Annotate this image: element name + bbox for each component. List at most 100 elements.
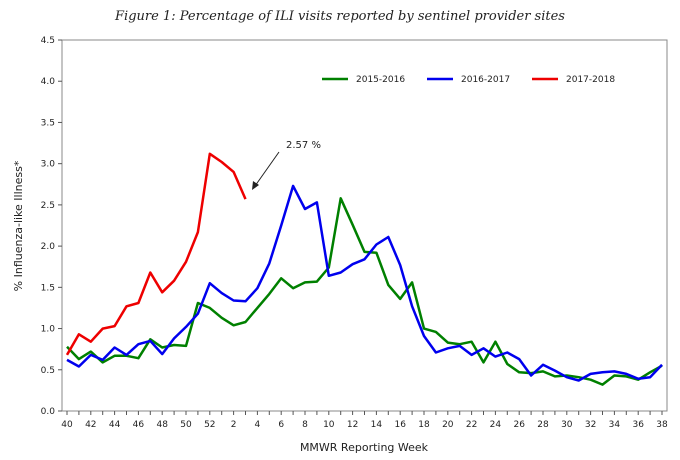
x-tick-label: 18 xyxy=(418,420,430,430)
data-point-2017-2018 xyxy=(185,261,187,263)
data-point-2015-2016 xyxy=(102,361,104,363)
x-tick-label: 52 xyxy=(204,420,215,430)
data-point-2016-2017 xyxy=(506,352,508,354)
data-point-2015-2016 xyxy=(173,344,175,346)
x-axis-label: MMWR Reporting Week xyxy=(300,441,429,454)
data-point-2016-2017 xyxy=(66,359,68,361)
data-point-2016-2017 xyxy=(518,358,520,360)
data-point-2016-2017 xyxy=(280,225,282,227)
y-axis-label: % Influenza-like Illness* xyxy=(12,160,25,291)
data-point-2016-2017 xyxy=(149,340,151,342)
series-line-2016-2017 xyxy=(66,184,663,382)
data-point-2015-2016 xyxy=(625,375,627,377)
y-tick-label: 1.0 xyxy=(41,325,56,335)
data-point-2015-2016 xyxy=(471,341,473,343)
data-point-2016-2017 xyxy=(340,272,342,274)
data-point-2017-2018 xyxy=(149,272,151,274)
data-point-2016-2017 xyxy=(268,262,270,264)
data-point-2015-2016 xyxy=(554,375,556,377)
data-point-2016-2017 xyxy=(554,370,556,372)
x-tick-label: 2 xyxy=(231,420,237,430)
data-point-2015-2016 xyxy=(280,277,282,279)
x-tick-label: 40 xyxy=(61,420,73,430)
legend-label-2015-2016: 2015-2016 xyxy=(356,75,405,85)
data-point-2016-2017 xyxy=(411,305,413,307)
data-point-2016-2017 xyxy=(483,347,485,349)
data-point-2016-2017 xyxy=(399,264,401,266)
x-tick-label: 22 xyxy=(466,420,477,430)
x-tick-label: 20 xyxy=(442,420,454,430)
data-point-2015-2016 xyxy=(375,252,377,254)
data-point-2015-2016 xyxy=(447,342,449,344)
x-tick-label: 46 xyxy=(133,420,145,430)
data-point-2016-2017 xyxy=(328,275,330,277)
data-point-2016-2017 xyxy=(221,292,223,294)
data-point-2016-2017 xyxy=(471,354,473,356)
data-point-2015-2016 xyxy=(90,351,92,353)
data-point-2016-2017 xyxy=(578,380,580,382)
annotation-arrow-shaft xyxy=(254,151,280,187)
data-point-2016-2017 xyxy=(637,378,639,380)
data-point-2017-2018 xyxy=(161,291,163,293)
x-tick-label: 12 xyxy=(347,420,358,430)
data-point-2016-2017 xyxy=(435,352,437,354)
data-point-2016-2017 xyxy=(126,354,128,356)
x-tick-label: 14 xyxy=(371,420,383,430)
data-point-2015-2016 xyxy=(197,302,199,304)
data-point-2015-2016 xyxy=(340,197,342,199)
data-point-2015-2016 xyxy=(209,307,211,309)
y-tick-label: 0.0 xyxy=(41,407,56,417)
data-point-2016-2017 xyxy=(114,347,116,349)
y-tick-label: 0.5 xyxy=(41,366,55,376)
data-point-2017-2018 xyxy=(102,328,104,330)
data-point-2016-2017 xyxy=(256,287,258,289)
data-point-2016-2017 xyxy=(173,337,175,339)
x-tick-label: 28 xyxy=(537,420,549,430)
data-point-2016-2017 xyxy=(530,375,532,377)
data-point-2015-2016 xyxy=(316,281,318,283)
data-point-2017-2018 xyxy=(233,171,235,173)
data-point-2015-2016 xyxy=(292,287,294,289)
plot-frame xyxy=(61,39,668,412)
data-point-2016-2017 xyxy=(566,376,568,378)
x-tick-label: 4 xyxy=(255,420,261,430)
data-point-2016-2017 xyxy=(233,300,235,302)
data-point-2015-2016 xyxy=(137,357,139,359)
legend-label-2016-2017: 2016-2017 xyxy=(461,75,510,85)
data-point-2015-2016 xyxy=(542,370,544,372)
data-point-2015-2016 xyxy=(245,321,247,323)
data-point-2016-2017 xyxy=(590,373,592,375)
data-point-2016-2017 xyxy=(602,371,604,373)
data-point-2016-2017 xyxy=(209,282,211,284)
data-point-2015-2016 xyxy=(304,281,306,283)
x-tick-label: 48 xyxy=(156,420,168,430)
y-tick-label: 2.0 xyxy=(41,242,56,252)
x-tick-label: 34 xyxy=(609,420,621,430)
data-point-2016-2017 xyxy=(364,258,366,260)
x-tick-label: 24 xyxy=(490,420,502,430)
y-axis: 0.0 0.5 1.0 1.5 2.0 2.5 3.0 3.5 4.0 4.5 xyxy=(41,36,62,417)
data-point-2015-2016 xyxy=(221,317,223,319)
data-point-2015-2016 xyxy=(399,298,401,300)
data-point-2016-2017 xyxy=(102,359,104,361)
y-tick-label: 4.5 xyxy=(41,36,55,46)
data-point-2015-2016 xyxy=(602,384,604,386)
data-point-2015-2016 xyxy=(494,341,496,343)
data-point-2015-2016 xyxy=(578,376,580,378)
data-point-2015-2016 xyxy=(590,379,592,381)
data-point-2016-2017 xyxy=(161,353,163,355)
data-point-2015-2016 xyxy=(506,363,508,365)
data-point-2016-2017 xyxy=(90,354,92,356)
x-tick-label: 36 xyxy=(632,420,644,430)
data-point-2017-2018 xyxy=(221,161,223,163)
data-point-2017-2018 xyxy=(126,305,128,307)
data-point-2016-2017 xyxy=(447,347,449,349)
data-point-2016-2017 xyxy=(661,364,663,366)
y-tick-label: 2.5 xyxy=(41,201,55,211)
x-tick-label: 26 xyxy=(513,420,525,430)
x-tick-label: 38 xyxy=(656,420,668,430)
x-tick-label: 44 xyxy=(109,420,121,430)
data-point-2016-2017 xyxy=(245,300,247,302)
data-point-2015-2016 xyxy=(387,284,389,286)
data-point-2015-2016 xyxy=(423,328,425,330)
